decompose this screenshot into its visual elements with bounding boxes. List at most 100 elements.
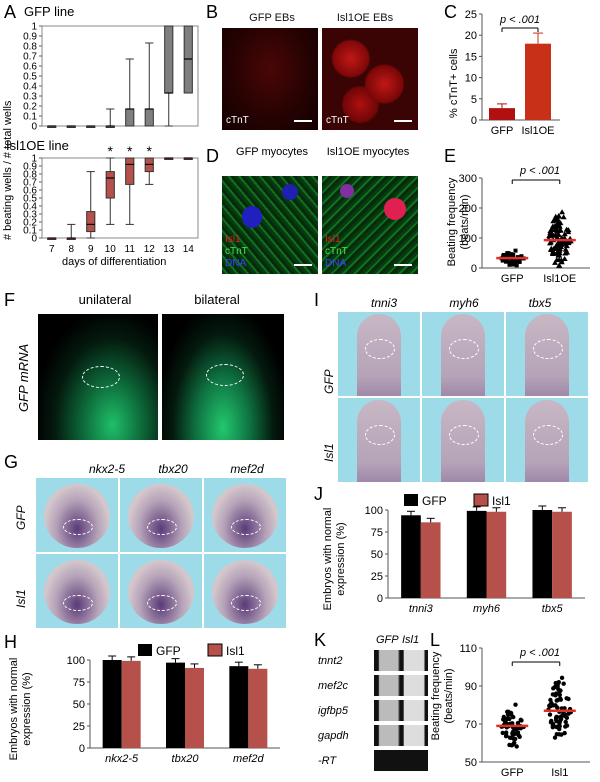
data-point: [507, 260, 512, 265]
bar-isl1: [552, 511, 572, 598]
panel-letter-f: F: [4, 290, 15, 310]
gel-row: mef2c: [318, 675, 430, 698]
embryo-image: [422, 312, 504, 396]
panel-b-stain-label-right: cTnT: [326, 115, 349, 126]
data-point: [548, 697, 553, 703]
panel-i-row-gfp: GFP: [322, 369, 336, 394]
scale-bar: [294, 120, 312, 122]
y-tick-label: 200: [459, 203, 477, 215]
legend-label-isl1: Isl1: [492, 494, 511, 508]
panel-letter-i: I: [314, 290, 320, 310]
panel-b-label-right: Isl1OE EBs: [336, 12, 394, 24]
panel-d-stain-isl1-right: Isl1: [325, 234, 341, 245]
data-point: [515, 258, 520, 263]
panel-a-x-ticks: 7 8 9 10 11 12 13 14: [49, 244, 194, 255]
data-point: [504, 259, 509, 264]
expression-outline: [533, 338, 563, 359]
panel-letter-e: E: [444, 146, 457, 166]
significance-star: *: [127, 143, 133, 159]
panel-d-stain-isl1-left: Isl1: [225, 234, 241, 245]
y-tick-label: 0.4: [23, 82, 37, 93]
data-point: [564, 723, 570, 728]
heart-outline: [82, 366, 120, 388]
panel-c-chart: 0 5 10 15 20 25 GFP Isl1OE p < .001: [465, 9, 560, 137]
x-tick-label: mef2d: [233, 753, 264, 765]
y-tick-label: 0.9: [23, 32, 37, 43]
gel-lane-image: [374, 650, 428, 671]
expression-outline: [147, 594, 177, 611]
expression-outline: [231, 594, 261, 611]
panel-h-chart: 0 25 50 75 100 nkx2-5 tbx20 mef2d GFP Isl1: [67, 643, 280, 765]
y-tick-label: 70: [465, 719, 477, 731]
bar-gfp: [166, 662, 185, 748]
y-tick-label: 50: [371, 549, 383, 561]
heart-outline: [206, 364, 244, 386]
data-point: [511, 253, 516, 258]
y-tick-label: 0.3: [23, 92, 37, 103]
data-point: [555, 248, 562, 254]
scale-bar: [294, 264, 312, 266]
panel-f-bilateral-image: [162, 314, 284, 440]
y-tick-label: 75: [371, 527, 383, 539]
data-point: [553, 715, 559, 720]
data-point: [515, 730, 521, 735]
panel-letter-d: D: [206, 146, 219, 166]
panel-b-stain-label-left: cTnT: [226, 115, 249, 126]
panel-a-bottom-plot: 00.10.20.30.40.50.60.70.80.91 * * *: [23, 143, 199, 245]
panel-letter-a: A: [4, 2, 17, 22]
data-point: [547, 712, 553, 717]
data-point: [553, 703, 558, 708]
panel-letter-k: K: [314, 630, 327, 650]
y-tick-label: 1: [31, 154, 37, 165]
data-point: [552, 216, 559, 222]
data-point: [555, 240, 562, 246]
y-tick-label: 0.8: [23, 170, 37, 181]
data-point: [559, 209, 566, 215]
x-tick-label: 9: [88, 244, 94, 255]
panel-b-gfp-image: cTnT: [222, 28, 318, 130]
x-tick-label: 12: [144, 244, 156, 255]
expression-outline: [63, 518, 93, 535]
panel-b-isl1oe-image: cTnT: [322, 28, 418, 130]
data-point: [555, 221, 562, 227]
data-point: [561, 256, 568, 262]
data-point: [503, 730, 509, 735]
data-point: [549, 249, 556, 255]
embryo: [128, 560, 194, 624]
y-tick-label: 50: [73, 699, 85, 711]
p-value: p < .001: [499, 14, 540, 26]
x-tick-label: 7: [49, 244, 55, 255]
panel-f-label-right: bilateral: [194, 292, 240, 307]
panel-letter-l: L: [430, 630, 441, 650]
bar: [525, 43, 551, 120]
y-tick-label: 300: [459, 173, 477, 185]
bar-isl1: [420, 522, 441, 598]
panel-letter-j: J: [314, 484, 323, 504]
expression-outline: [449, 338, 479, 359]
panel-letter-c: C: [444, 2, 457, 22]
panel-g-gene-3: mef2d: [230, 462, 264, 476]
data-point: [562, 246, 569, 252]
panel-d-stain-ctnt-left: cTnT: [225, 246, 248, 257]
data-point: [547, 703, 552, 708]
panel-a-top-plot: 00.10.20.30.40.50.60.70.80.91: [23, 22, 199, 133]
embryo-image: [204, 554, 286, 628]
embryo-image: [422, 398, 504, 482]
scale-bar: [394, 120, 412, 122]
data-point: [549, 226, 556, 232]
panel-f-label-left: unilateral: [78, 292, 132, 307]
embryo-image: [120, 478, 202, 552]
legend-swatch-isl1: [473, 493, 489, 507]
panel-d-label-right: Isl1OE myocytes: [326, 146, 410, 158]
panel-d-label-left: GFP myocytes: [236, 146, 308, 158]
bar-isl1: [121, 660, 141, 748]
bar-isl1: [185, 667, 204, 748]
y-tick-label: 15: [465, 51, 477, 63]
data-point: [562, 730, 567, 736]
data-point: [559, 675, 565, 681]
data-point: [556, 679, 561, 685]
y-tick-label: 0.4: [23, 202, 37, 213]
data-point: [512, 740, 517, 745]
data-point: [514, 263, 519, 268]
panel-b-label-left: GFP EBs: [249, 12, 295, 24]
